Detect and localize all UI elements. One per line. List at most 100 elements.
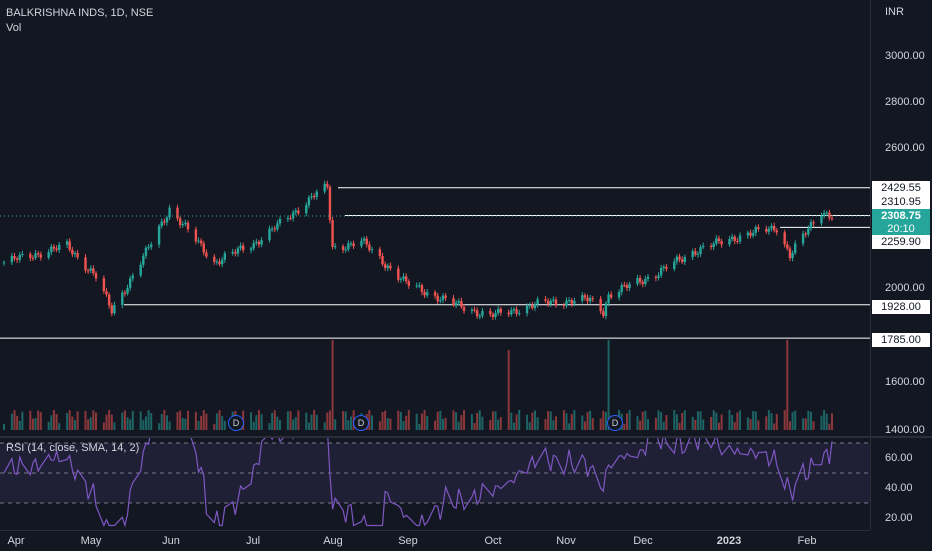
volume-bar	[715, 412, 718, 430]
candle-body	[610, 294, 613, 298]
volume-bar	[102, 422, 105, 430]
volume-bar	[176, 412, 179, 430]
volume-bar	[547, 410, 550, 430]
candle-body	[441, 295, 445, 301]
candle-body	[418, 285, 421, 287]
dividend-marker[interactable]: D	[607, 415, 623, 431]
candle-body	[10, 255, 14, 263]
candle-body	[123, 292, 127, 294]
volume-bar	[565, 413, 568, 430]
volume-bar	[297, 410, 300, 430]
volume-bar	[526, 414, 529, 430]
candle-body	[68, 241, 71, 250]
rsi-chart[interactable]	[0, 438, 870, 530]
candle-body	[312, 196, 316, 198]
volume-bar	[39, 412, 42, 430]
candle-body	[213, 256, 216, 262]
candle-body	[607, 294, 610, 304]
candle-body	[178, 218, 182, 225]
level-tag-1928[interactable]: 1928.00	[872, 300, 930, 314]
volume-bar	[804, 418, 807, 430]
volume-bar	[92, 410, 95, 430]
symbol-legend[interactable]: BALKRISHNA INDS, 1D, NSE	[6, 7, 154, 19]
candle-body	[801, 233, 805, 244]
volume-bar	[602, 410, 605, 430]
volume-bar	[754, 411, 757, 430]
candle-body	[113, 305, 116, 314]
candle-body	[242, 245, 245, 251]
candle-body	[236, 248, 240, 254]
candle-body	[286, 218, 290, 220]
candle-body	[199, 240, 203, 244]
price-chart[interactable]	[0, 0, 870, 436]
volume-bar	[426, 416, 429, 430]
volume-bar	[770, 413, 773, 430]
volume-bar	[460, 415, 463, 430]
volume-bar	[746, 417, 749, 430]
volume-bar	[407, 410, 410, 430]
pane-separator[interactable]	[0, 436, 932, 438]
volume-bar	[604, 411, 607, 430]
candle-body	[328, 186, 332, 221]
level-tag-2429[interactable]: 2429.55	[872, 181, 930, 195]
candle-body	[709, 245, 713, 248]
last-price-tag[interactable]: 2308.75	[872, 209, 930, 223]
volume-bar	[533, 410, 536, 430]
candle-body	[617, 291, 621, 298]
price-tick: 2800.00	[885, 96, 925, 108]
volume-bar	[37, 410, 40, 430]
volume-bar	[515, 414, 518, 430]
candle-body	[142, 255, 145, 265]
level-tag-2259[interactable]: 2259.90	[872, 235, 930, 249]
candle-body	[397, 268, 400, 280]
candle-body	[289, 218, 292, 220]
dividend-marker[interactable]: D	[353, 415, 369, 431]
candle-body	[47, 252, 50, 258]
volume-bar	[775, 413, 778, 430]
volume-bar	[673, 410, 676, 430]
volume-bar	[10, 413, 13, 430]
candle-body	[804, 233, 807, 235]
candle-body	[194, 229, 198, 242]
volume-bar	[807, 410, 810, 430]
level-tag-1785[interactable]: 1785.00	[872, 333, 930, 347]
volume-bar	[441, 418, 444, 430]
time-axis[interactable]: Apr May Jun Jul Aug Sep Oct Nov Dec 2023…	[0, 530, 870, 551]
volume-legend[interactable]: Vol	[6, 22, 22, 34]
candle-body	[636, 277, 639, 284]
candle-body	[738, 235, 742, 242]
candle-body	[39, 254, 42, 258]
candle-body	[349, 243, 353, 245]
volume-bar	[418, 423, 421, 430]
volume-bar	[767, 410, 770, 430]
candle-body	[567, 300, 571, 302]
candle-body	[105, 291, 108, 295]
candle-body	[89, 268, 92, 271]
price-scale[interactable]: INR 3000.00 2800.00 2600.00 2000.00 1600…	[870, 0, 932, 530]
candle-body	[765, 228, 768, 232]
candle-body	[218, 261, 221, 265]
volume-bar	[712, 410, 715, 430]
rsi-legend[interactable]: RSI (14, close, SMA, 14, 2)	[6, 442, 140, 454]
rsi-pane[interactable]: RSI (14, close, SMA, 14, 2)	[0, 438, 870, 530]
volume-bar	[68, 410, 71, 430]
candle-body	[121, 292, 124, 306]
candle-body	[599, 298, 602, 312]
volume-bar	[110, 414, 113, 430]
level-tag-2310[interactable]: 2310.95	[872, 195, 930, 209]
volume-bar	[147, 410, 150, 430]
candle-body	[720, 240, 723, 245]
volume-bar	[29, 410, 32, 430]
volume-bar	[384, 410, 387, 430]
candle-body	[623, 285, 626, 287]
candle-body	[496, 308, 500, 313]
candle-body	[386, 265, 389, 268]
volume-bar	[591, 418, 594, 430]
price-chart-pane[interactable]: BALKRISHNA INDS, 1D, NSE Vol D D D	[0, 0, 870, 436]
volume-bar	[573, 410, 576, 430]
volume-bar	[809, 411, 812, 430]
candle-body	[58, 244, 61, 250]
volume-bar	[717, 422, 720, 430]
dividend-marker[interactable]: D	[228, 415, 244, 431]
volume-bar	[368, 410, 371, 430]
